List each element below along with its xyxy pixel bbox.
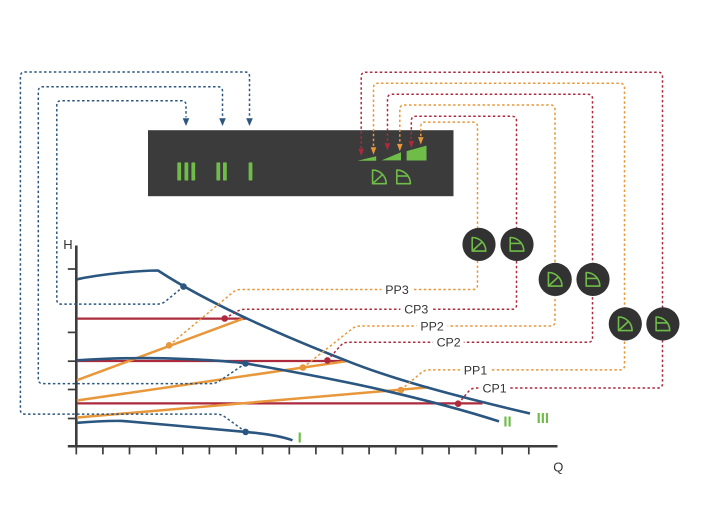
svg-text:Q: Q [553, 459, 563, 474]
svg-text:II: II [503, 413, 511, 430]
svg-text:III: III [537, 410, 550, 427]
svg-text:PP2: PP2 [420, 319, 444, 333]
svg-text:CP3: CP3 [404, 303, 428, 317]
svg-text:PP1: PP1 [464, 363, 488, 377]
svg-text:CP2: CP2 [437, 336, 461, 350]
svg-text:I: I [298, 429, 302, 446]
svg-text:CP1: CP1 [483, 381, 507, 395]
svg-text:PP3: PP3 [385, 283, 409, 297]
svg-text:H: H [63, 237, 72, 252]
